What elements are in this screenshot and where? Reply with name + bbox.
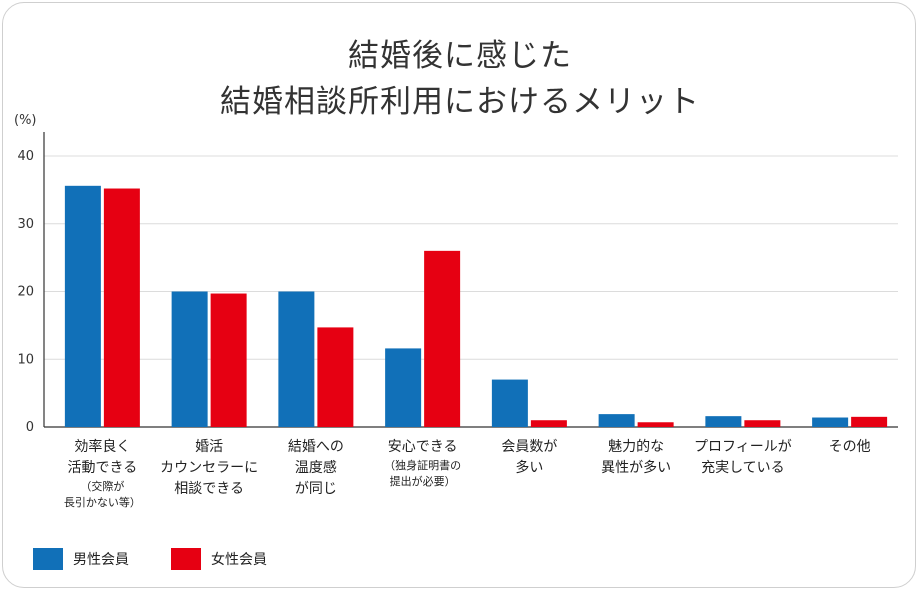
bar-male <box>491 379 528 427</box>
y-tick-label: 10 <box>17 352 34 367</box>
bar-female <box>637 422 674 427</box>
x-tick-label: 相談できる <box>174 481 244 497</box>
x-tick-sublabel: （交際が <box>80 479 124 493</box>
bar-female <box>851 416 888 427</box>
bar-female <box>424 250 461 427</box>
legend-swatch <box>33 548 63 570</box>
x-tick-label: 活動できる <box>68 460 138 476</box>
bar-female <box>210 293 247 427</box>
bar-male <box>705 416 742 427</box>
y-tick-label: 40 <box>17 149 34 164</box>
y-tick-label: 30 <box>17 217 34 232</box>
bar-male <box>278 291 315 427</box>
x-tick-label: プロフィールが <box>694 439 792 455</box>
x-tick-label: 婚活 <box>195 439 223 455</box>
bar-female <box>317 327 354 427</box>
bar-male <box>385 348 422 427</box>
bar-male <box>598 414 635 427</box>
legend-label: 男性会員 <box>73 552 129 568</box>
bar-female <box>530 420 567 427</box>
x-tick-label: が同じ <box>295 481 337 497</box>
legend-label: 女性会員 <box>211 551 267 568</box>
x-tick-sublabel: 提出が必要） <box>390 474 456 488</box>
x-tick-label: 効率良く <box>74 438 130 455</box>
chart-title-line-2: 結婚相談所利用におけるメリット <box>220 84 700 120</box>
bar-male <box>64 185 101 427</box>
x-tick-sublabel: （独身証明書の <box>384 458 461 472</box>
y-unit-label: (%) <box>14 113 37 128</box>
bar-female <box>103 188 140 427</box>
bar-male <box>812 417 849 427</box>
x-tick-label: その他 <box>829 439 871 455</box>
x-tick-label: 会員数が <box>501 439 557 455</box>
y-tick-label: 20 <box>17 285 34 300</box>
bar-female <box>744 420 781 427</box>
chart-title-line-1: 結婚後に感じた <box>348 38 572 74</box>
x-tick-label: 温度感 <box>295 459 337 476</box>
x-tick-sublabel: 長引かない等） <box>64 495 141 509</box>
x-tick-label: 安心できる <box>388 439 458 455</box>
x-tick-label: 充実している <box>701 460 785 476</box>
x-tick-label: 結婚への <box>288 439 344 455</box>
x-tick-label: カウンセラーに <box>160 460 258 476</box>
y-tick-label: 0 <box>26 420 34 435</box>
x-tick-label: 魅力的な <box>608 439 664 455</box>
x-tick-label: 異性が多い <box>601 459 671 476</box>
legend-swatch <box>171 548 201 570</box>
x-tick-label: 多い <box>515 459 543 476</box>
bar-male <box>171 291 208 427</box>
